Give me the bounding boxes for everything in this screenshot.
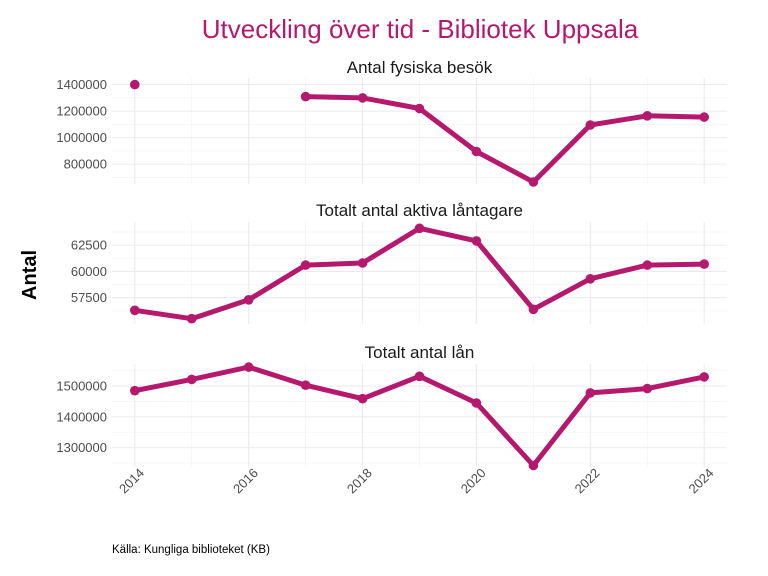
data-point (186, 374, 197, 385)
x-tick-label: 2024 (686, 465, 717, 496)
data-point (357, 93, 368, 103)
data-point (357, 258, 368, 268)
data-point (471, 236, 482, 246)
y-tick-label: 1300000 (56, 440, 107, 455)
panel-title: Totalt antal lån (365, 343, 475, 362)
data-point (414, 103, 425, 114)
panel-title: Antal fysiska besök (347, 58, 493, 77)
data-point (414, 371, 425, 382)
x-tick-label: 2018 (344, 465, 375, 496)
data-point (528, 177, 539, 187)
data-point (471, 398, 482, 408)
y-tick-label: 1400000 (56, 77, 107, 92)
data-point (585, 388, 596, 398)
data-point (130, 385, 140, 396)
x-axis: 2014 2016 2018 2020 2022 2024 (116, 465, 716, 496)
data-point (699, 259, 709, 269)
series-line (303, 94, 707, 185)
x-tick-label: 2020 (458, 465, 489, 496)
data-point (357, 393, 368, 404)
y-tick-label: 57500 (71, 290, 107, 305)
y-tick-label: 1500000 (56, 379, 107, 394)
data-point (642, 260, 653, 270)
data-point (585, 274, 596, 284)
panel-title: Totalt antal aktiva låntagare (316, 201, 523, 220)
x-tick-label: 2016 (230, 465, 261, 496)
data-point (300, 380, 311, 391)
data-point (130, 79, 140, 90)
data-point (186, 313, 197, 324)
data-point (699, 112, 709, 122)
chart-title: Utveckling över tid - Bibliotek Uppsala (202, 14, 639, 44)
data-point (243, 362, 254, 372)
y-tick-label: 62500 (71, 238, 107, 253)
data-point (699, 372, 709, 382)
data-point (300, 260, 311, 270)
caption: Källa: Kungliga biblioteket (KB) (112, 544, 270, 556)
chart-panels: 800000 1000000 1200000 1400000 Antal fysiska… (56, 58, 727, 471)
panel-3: 1300000 1400000 1500000 Totalt antal lån (56, 343, 727, 471)
data-point (585, 120, 596, 130)
data-point (642, 383, 653, 394)
panel-1: 800000 1000000 1200000 1400000 Antal fysiska… (56, 58, 727, 187)
data-point (243, 295, 254, 305)
x-tick-label: 2022 (572, 465, 603, 496)
y-tick-label: 1400000 (56, 409, 107, 424)
y-tick-label: 1200000 (56, 104, 107, 119)
data-point (414, 223, 425, 234)
y-tick-label: 60000 (71, 264, 107, 279)
data-point (528, 304, 539, 315)
data-point (130, 305, 140, 316)
y-tick-label: 1000000 (56, 130, 107, 145)
y-axis-label: Antal (19, 250, 41, 300)
panel-2: 57500 60000 62500 Totalt antal aktiva lånta… (71, 201, 727, 324)
data-point (528, 460, 539, 471)
y-tick-label: 800000 (64, 157, 107, 172)
data-point (300, 91, 311, 102)
data-point (471, 146, 482, 157)
x-tick-label: 2014 (116, 465, 147, 496)
data-point (642, 111, 653, 121)
